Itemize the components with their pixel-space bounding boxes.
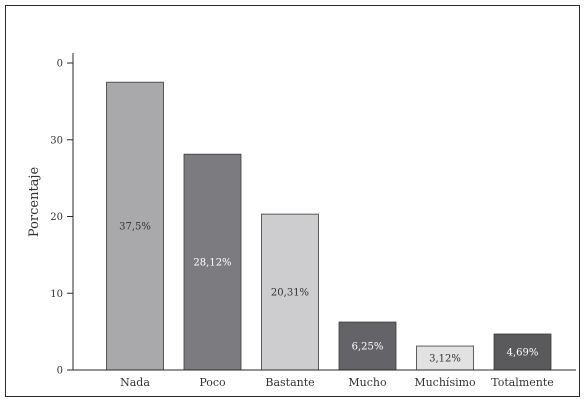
x-axis: Nada Poco Bastante Mucho Muchísimo Totalmente (73, 369, 576, 389)
x-tick-label: Totalmente (491, 376, 554, 389)
bar-chart: 0 10 20 30 0 37,5% 28,12% 20,31% 6,25% 3,12% 4,69… (27, 53, 576, 389)
bar-mucho (338, 321, 397, 371)
y-tick-label: 20 (50, 212, 63, 223)
data-label: 20,31% (271, 288, 309, 299)
bar-poco (183, 153, 242, 371)
x-tick-label: Muchísimo (414, 376, 476, 389)
bars: 37,5% 28,12% 20,31% 6,25% 3,12% 4,69% (106, 81, 552, 371)
data-label: 3,12% (429, 354, 461, 365)
x-tick-label: Mucho (348, 376, 387, 389)
data-label: 6,25% (352, 342, 384, 353)
bar-bastante (261, 213, 319, 371)
y-tick-label: 10 (50, 289, 63, 300)
x-tick-label: Poco (199, 376, 226, 389)
x-tick-label: Nada (120, 376, 150, 389)
data-label: 37,5% (119, 222, 151, 233)
y-tick-label: 0 (57, 59, 63, 70)
data-label: 28,12% (193, 258, 231, 269)
y-tick-label: 30 (50, 135, 63, 146)
y-axis-title: Porcentaje (27, 167, 42, 238)
data-label: 4,69% (507, 348, 539, 359)
y-tick-label: 0 (57, 366, 63, 377)
x-tick-label: Bastante (265, 376, 314, 389)
y-axis: 0 10 20 30 0 (50, 53, 74, 377)
chart-frame: 0 10 20 30 0 37,5% 28,12% 20,31% 6,25% 3,12% 4,69… (5, 5, 580, 397)
